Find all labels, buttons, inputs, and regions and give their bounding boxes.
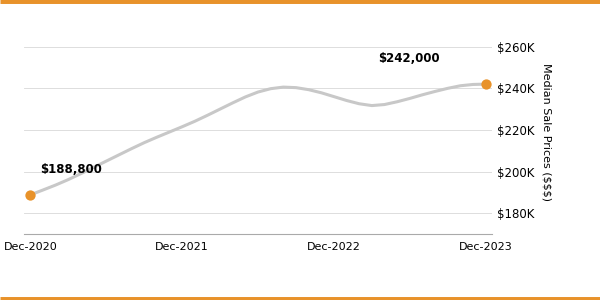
- Text: $188,800: $188,800: [40, 163, 103, 176]
- Point: [481, 82, 490, 86]
- Point: [26, 193, 35, 197]
- Text: $242,000: $242,000: [378, 52, 440, 65]
- Y-axis label: Median Sale Prices ($$$): Median Sale Prices ($$$): [541, 63, 551, 201]
